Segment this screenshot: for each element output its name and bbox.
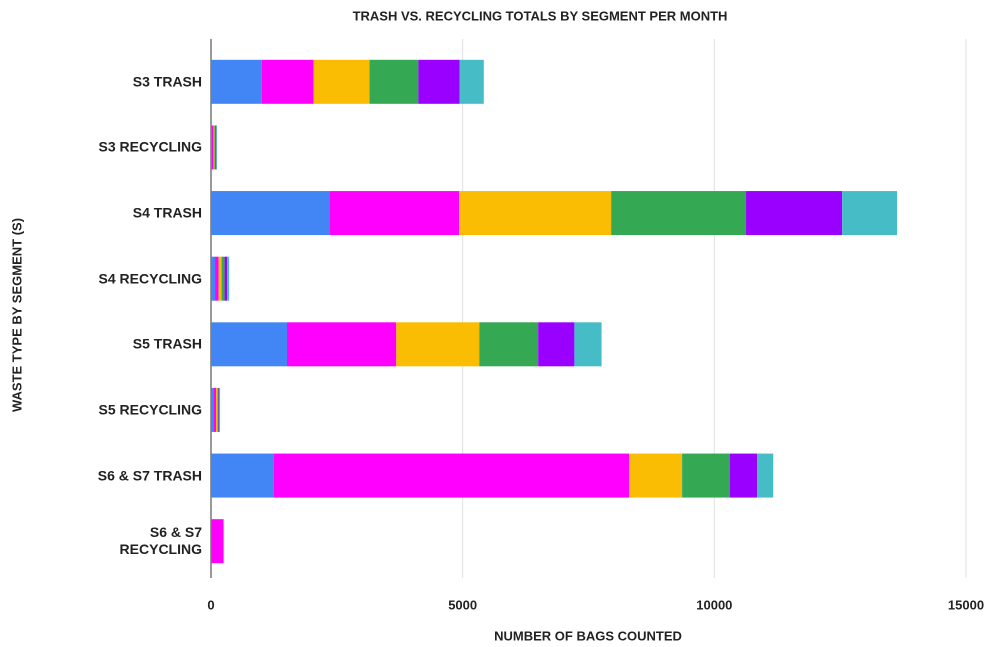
bar-segment	[211, 191, 330, 236]
bar-segment	[214, 387, 217, 432]
bar-segment	[313, 59, 370, 104]
bar-segment	[729, 453, 758, 498]
bar-segment	[213, 125, 215, 170]
bar-segment	[629, 453, 683, 498]
bar-segment	[216, 387, 218, 432]
bar-segment	[369, 59, 419, 104]
bar-segment	[746, 191, 843, 236]
x-tick-label: 5000	[448, 597, 477, 612]
bar-segment	[224, 256, 228, 301]
bar-segment	[396, 322, 480, 367]
bar-segment	[842, 191, 898, 236]
bar-segment	[221, 256, 225, 301]
bar-segment	[211, 453, 274, 498]
bar-segment	[211, 59, 262, 104]
bar-segment	[219, 387, 221, 432]
x-tick-label: 15000	[948, 597, 984, 612]
chart-title: TRASH VS. RECYCLING TOTALS BY SEGMENT PE…	[353, 8, 728, 23]
bar-segment	[611, 191, 747, 236]
y-tick-label: S5 TRASH	[132, 335, 202, 352]
bar-segment	[273, 453, 630, 498]
bar-segment	[211, 322, 288, 367]
bar-segment	[215, 256, 219, 301]
bar-segment	[217, 387, 219, 432]
bar-segment	[212, 125, 214, 170]
bar-segment	[211, 125, 213, 170]
bar-segment	[538, 322, 575, 367]
bar-segment	[216, 125, 218, 170]
bar-segment	[287, 322, 397, 367]
bar-segment	[227, 256, 230, 301]
bar-segment	[215, 125, 217, 170]
bar-segment	[261, 59, 314, 104]
bar-segment	[757, 453, 774, 498]
bar-segment	[329, 191, 460, 236]
y-tick-label: S4 RECYCLING	[98, 270, 202, 287]
bar-segment	[418, 59, 460, 104]
y-tick-label: S4 TRASH	[132, 204, 202, 221]
x-tick-label: 0	[207, 597, 214, 612]
y-tick-label: S3 RECYCLING	[98, 138, 202, 155]
bar-segment	[479, 322, 539, 367]
bar-segment	[682, 453, 730, 498]
bar-segment	[214, 125, 216, 170]
bar-segment	[211, 519, 212, 564]
y-tick-label: S3 TRASH	[132, 73, 202, 90]
bar-segment	[211, 256, 216, 301]
y-tick-label: S5 RECYCLING	[98, 401, 202, 418]
y-axis-label: WASTE TYPE BY SEGMENT (S)	[9, 218, 24, 412]
bar-segment	[211, 519, 224, 564]
bar-segment	[218, 256, 222, 301]
bar-segment	[459, 59, 484, 104]
bar-segment	[218, 387, 220, 432]
y-tick-label: S6 & S7 RECYCLING	[119, 524, 202, 558]
y-tick-label: S6 & S7 TRASH	[97, 467, 202, 484]
bar-segment	[574, 322, 602, 367]
x-tick-label: 10000	[696, 597, 732, 612]
bar-segment	[211, 387, 215, 432]
x-axis-label: NUMBER OF BAGS COUNTED	[494, 628, 682, 643]
bar-segment	[459, 191, 612, 236]
